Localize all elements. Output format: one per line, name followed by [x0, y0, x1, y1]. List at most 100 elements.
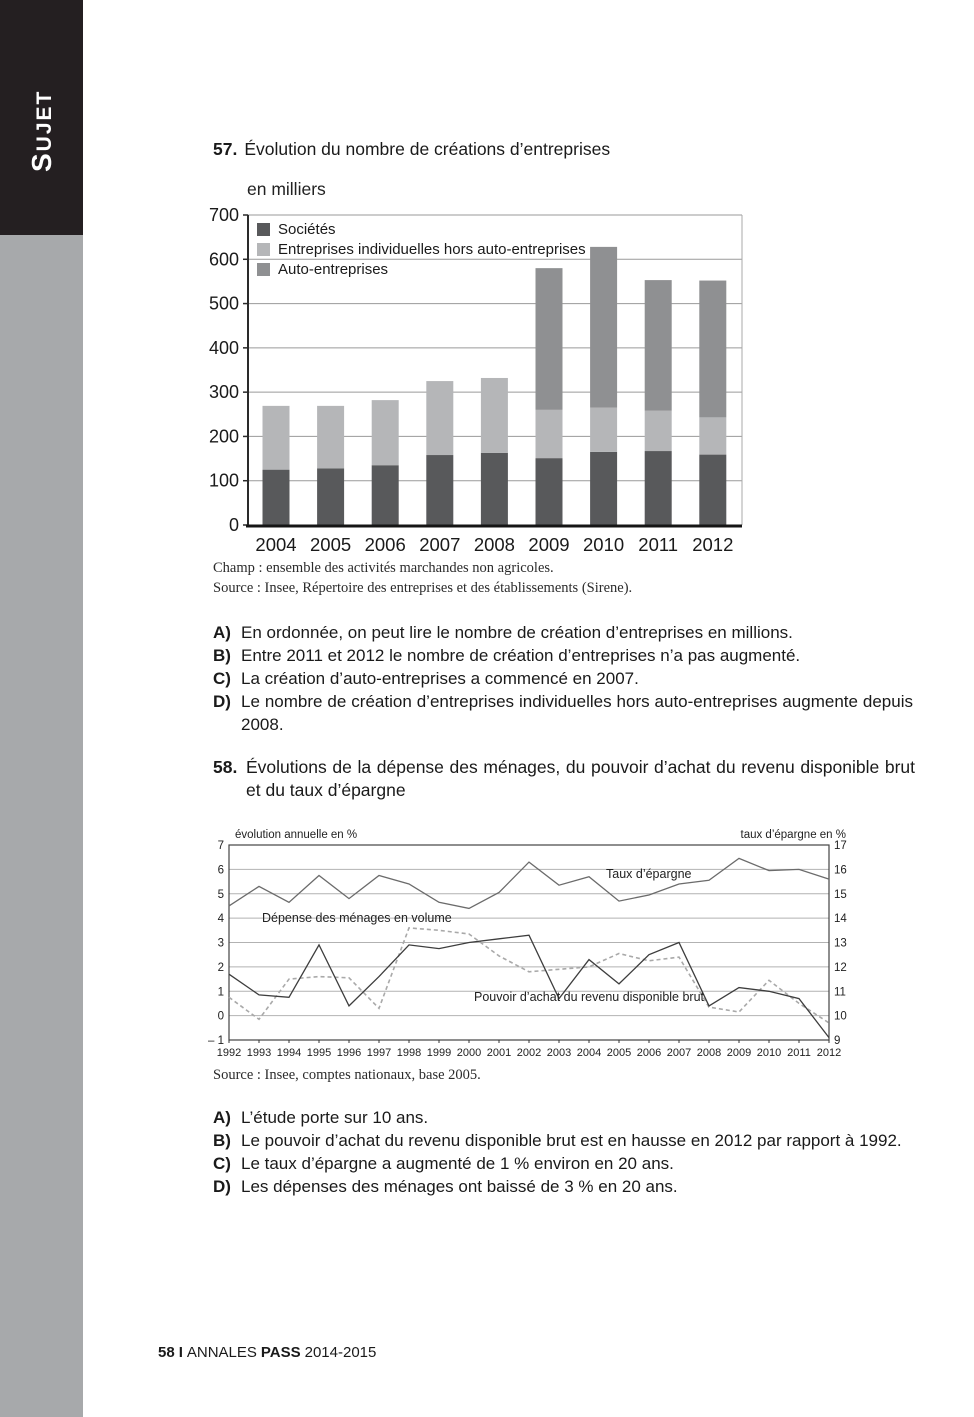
legend-item: Auto-entreprises — [257, 259, 586, 279]
svg-text:2008: 2008 — [697, 1047, 721, 1059]
svg-text:2012: 2012 — [692, 534, 733, 555]
svg-text:15: 15 — [834, 889, 847, 901]
svg-text:500: 500 — [209, 294, 239, 314]
svg-text:1999: 1999 — [427, 1047, 451, 1059]
svg-text:3: 3 — [218, 938, 224, 950]
svg-text:2009: 2009 — [528, 534, 569, 555]
legend-item: Entreprises individuelles hors auto-entr… — [257, 239, 586, 259]
question-58-options: A) L’étude porte sur 10 ans. B) Le pouvo… — [213, 1106, 913, 1198]
option-row-b: B) Entre 2011 et 2012 le nombre de créat… — [213, 644, 913, 667]
bar-chart: 0 100 200 300 400 500 600 700 2004 2005 2006 2007 20… — [209, 206, 743, 555]
legend-label-entreprises-individuelles: Entreprises individuelles hors auto-entr… — [278, 240, 586, 258]
sidebar-label-sujet-initial: S — [26, 151, 57, 172]
svg-text:100: 100 — [209, 471, 239, 491]
svg-text:14: 14 — [834, 913, 847, 925]
legend-swatch-auto-entreprises — [257, 262, 270, 276]
sidebar-label-sujet-rest: UJET — [33, 89, 56, 152]
option-label: C) — [213, 669, 231, 688]
svg-text:évolution annuelle en %: évolution annuelle en % — [235, 829, 357, 841]
option-text: L’étude porte sur 10 ans. — [241, 1108, 429, 1127]
svg-text:700: 700 — [209, 206, 239, 225]
svg-text:9: 9 — [834, 1035, 840, 1047]
option-text: En ordonnée, on peut lire le nombre de c… — [241, 623, 793, 642]
svg-text:1995: 1995 — [307, 1047, 331, 1059]
svg-text:600: 600 — [209, 249, 239, 269]
svg-text:taux d’épargne en %: taux d’épargne en % — [741, 829, 847, 841]
question-58-title: Évolutions de la dépense des ménages, du… — [246, 757, 915, 800]
footer-separator: I — [178, 1344, 183, 1361]
chart-57-champ-note: Champ : ensemble des activités marchande… — [213, 560, 554, 576]
legend-swatch-entreprises-individuelles — [257, 242, 270, 256]
svg-text:Dépense des ménages en volume: Dépense des ménages en volume — [262, 911, 452, 925]
svg-text:2012: 2012 — [817, 1047, 841, 1059]
option-text: Entre 2011 et 2012 le nombre de création… — [241, 646, 801, 665]
svg-text:13: 13 — [834, 938, 847, 950]
svg-text:2006: 2006 — [365, 534, 406, 555]
svg-text:2000: 2000 — [457, 1047, 481, 1059]
svg-text:2011: 2011 — [638, 534, 678, 555]
svg-text:2002: 2002 — [517, 1047, 541, 1059]
footer-brand: PASS — [260, 1344, 301, 1361]
svg-text:0: 0 — [229, 515, 239, 535]
svg-text:2004: 2004 — [255, 534, 296, 555]
svg-text:2: 2 — [218, 962, 224, 974]
svg-text:200: 200 — [209, 426, 239, 446]
svg-text:2010: 2010 — [583, 534, 624, 555]
chart-58-source-note: Source : Insee, comptes nationaux, base … — [213, 1067, 481, 1083]
svg-text:Taux d’épargne: Taux d’épargne — [606, 867, 692, 881]
svg-text:2006: 2006 — [637, 1047, 661, 1059]
svg-text:1996: 1996 — [337, 1047, 361, 1059]
svg-text:2007: 2007 — [667, 1047, 691, 1059]
svg-text:2011: 2011 — [787, 1047, 811, 1059]
option-label: B) — [213, 1131, 231, 1150]
svg-text:16: 16 — [834, 864, 847, 876]
svg-text:2003: 2003 — [547, 1047, 571, 1059]
sidebar-top-band: SUJET — [0, 0, 83, 235]
sidebar-bottom-band: LOGIQUE — [0, 235, 83, 1417]
question-57-title: Évolution du nombre de créations d’entre… — [244, 139, 611, 159]
bar-chart-title: en milliers — [247, 179, 326, 199]
svg-text:1: 1 — [218, 986, 224, 998]
option-row-a: A) L’étude porte sur 10 ans. — [213, 1106, 913, 1129]
option-row-d: D) Les dépenses des ménages ont baissé d… — [213, 1175, 913, 1198]
option-text: La création d’auto-entreprises a commenc… — [241, 669, 639, 688]
legend-label-auto-entreprises: Auto-entreprises — [278, 260, 389, 278]
option-label: D) — [213, 1177, 231, 1196]
bar-chart-legend: Sociétés Entreprises individuelles hors … — [257, 219, 586, 279]
option-text: Le pouvoir d’achat du revenu disponible … — [241, 1131, 902, 1150]
option-row-c: C) Le taux d’épargne a augmenté de 1 % e… — [213, 1152, 913, 1175]
option-text: Le nombre de création d’entreprises indi… — [241, 692, 913, 734]
svg-text:300: 300 — [209, 382, 239, 402]
svg-text:17: 17 — [834, 840, 847, 852]
page-footer: 58 I ANNALES PASS 2014-2015 — [158, 1344, 380, 1361]
option-label: A) — [213, 623, 231, 642]
footer-page-number: 58 — [158, 1344, 175, 1361]
svg-text:1997: 1997 — [367, 1047, 391, 1059]
svg-text:2004: 2004 — [577, 1047, 601, 1059]
svg-text:1993: 1993 — [247, 1047, 271, 1059]
svg-text:0: 0 — [218, 1011, 224, 1023]
option-label: D) — [213, 692, 231, 711]
svg-text:11: 11 — [834, 986, 846, 998]
option-row-b: B) Le pouvoir d’achat du revenu disponib… — [213, 1129, 913, 1152]
legend-swatch-societes — [257, 222, 270, 236]
chart-57-source-note: Source : Insee, Répertoire des entrepris… — [213, 580, 633, 596]
option-row-a: A) En ordonnée, on peut lire le nombre d… — [213, 621, 913, 644]
sidebar-label-sujet: SUJET — [26, 90, 58, 172]
svg-text:2010: 2010 — [757, 1047, 781, 1059]
svg-text:2007: 2007 — [419, 534, 460, 555]
svg-text:6: 6 — [218, 864, 224, 876]
svg-text:2001: 2001 — [487, 1047, 511, 1059]
svg-text:2009: 2009 — [727, 1047, 751, 1059]
svg-text:5: 5 — [218, 889, 224, 901]
question-58-heading: 58. Évolutions de la dépense des ménages… — [213, 756, 915, 802]
option-text: Les dépenses des ménages ont baissé de 3… — [241, 1177, 678, 1196]
svg-text:– 1: – 1 — [208, 1035, 224, 1047]
question-57-options: A) En ordonnée, on peut lire le nombre d… — [213, 621, 913, 736]
footer-years: 2014-2015 — [304, 1344, 377, 1361]
option-label: A) — [213, 1108, 231, 1127]
question-57-number: 57. — [213, 139, 238, 159]
svg-text:4: 4 — [218, 913, 225, 925]
